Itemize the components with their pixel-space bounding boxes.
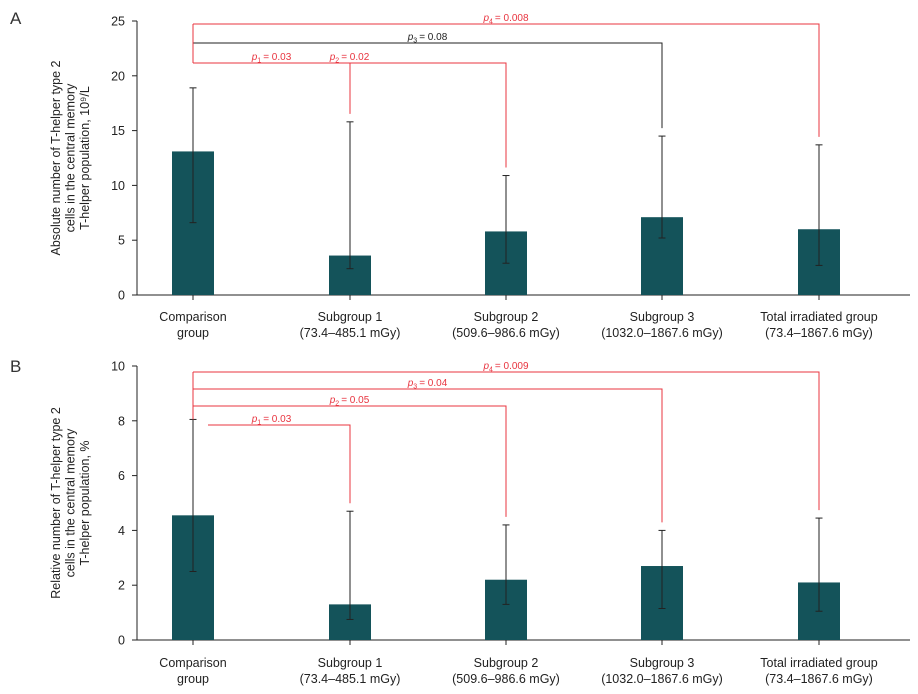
p-symbol: p <box>251 414 258 425</box>
significance-bracket <box>193 371 820 511</box>
category-label-line: Subgroup 2 <box>474 656 539 670</box>
panel-b: B 0 2 4 6 8 10 Relative number of T-helper type… <box>10 357 910 686</box>
p-symbol: p <box>407 32 414 43</box>
p-subscript: 3 <box>413 38 417 45</box>
y-tick-label: 8 <box>118 414 125 428</box>
y-tick-label: 6 <box>118 469 125 483</box>
category-label-line: Total irradiated group <box>760 310 877 324</box>
p-subscript: 2 <box>335 58 339 65</box>
p-value-text: = 0.008 <box>495 13 529 24</box>
y-axis-label: Relative number of T-helper type 2cells … <box>49 407 92 599</box>
p-value-text: = 0.05 <box>341 395 370 406</box>
p-symbol: p <box>329 52 336 63</box>
significance-bracket <box>193 62 351 114</box>
y-tick-label: 4 <box>118 524 125 538</box>
significance-bracket <box>193 23 820 137</box>
category-label: Comparison group <box>159 656 226 686</box>
y-axis-label-line: cells in the central memory <box>64 428 78 577</box>
category-label-line: Subgroup 1 <box>318 310 383 324</box>
category-label: Subgroup 1 (73.4–485.1 mGy) <box>300 656 401 686</box>
category-label-line: Subgroup 1 <box>318 656 383 670</box>
p-subscript: 4 <box>489 19 493 26</box>
p-value-label: p3 = 0.08 <box>407 32 448 45</box>
p-value-label: p3 = 0.04 <box>407 378 448 391</box>
p-symbol: p <box>407 378 414 389</box>
p-value-text: = 0.08 <box>419 32 448 43</box>
category-label-line: (73.4–485.1 mGy) <box>300 672 401 686</box>
p-symbol: p <box>329 395 336 406</box>
panel-letter: A <box>10 9 22 28</box>
category-label-line: Total irradiated group <box>760 656 877 670</box>
p-symbol: p <box>251 52 258 63</box>
y-axis-label-line: T-helper population, 10⁹/L <box>78 86 92 230</box>
y-axis-label-line: cells in the central memory <box>64 83 78 232</box>
category-label: Subgroup 3 (1032.0–1867.6 mGy) <box>601 310 723 340</box>
category-label: Comparison group <box>159 310 226 340</box>
p-value-text: = 0.04 <box>419 378 448 389</box>
p-value-text: = 0.03 <box>263 414 292 425</box>
category-label: Subgroup 3 (1032.0–1867.6 mGy) <box>601 656 723 686</box>
y-tick-label: 2 <box>118 579 125 593</box>
p-symbol: p <box>482 361 489 372</box>
panel-a: A 0 5 10 15 20 25 Absolute number of T-helper t… <box>10 9 910 340</box>
category-label: Subgroup 2 (509.6–986.6 mGy) <box>452 310 560 340</box>
category-label-line: group <box>177 672 209 686</box>
significance-bracket <box>193 388 663 523</box>
p-subscript: 1 <box>257 420 261 427</box>
category-label-line: (1032.0–1867.6 mGy) <box>601 326 723 340</box>
significance-bracket <box>208 424 351 504</box>
category-label-line: (73.4–1867.6 mGy) <box>765 326 873 340</box>
panel-letter: B <box>10 357 21 376</box>
significance-bracket <box>193 62 507 168</box>
p-value-label: p2 = 0.05 <box>329 395 370 408</box>
category-label-line: Subgroup 2 <box>474 310 539 324</box>
category-label-line: (509.6–986.6 mGy) <box>452 672 560 686</box>
p-subscript: 2 <box>335 401 339 408</box>
y-tick-label: 25 <box>111 15 125 29</box>
category-label-line: Subgroup 3 <box>630 656 695 670</box>
p-value-label: p1 = 0.03 <box>251 414 292 427</box>
p-value-label: p4 = 0.009 <box>482 361 529 374</box>
y-tick-label: 0 <box>118 289 125 303</box>
significance-bracket <box>193 42 663 129</box>
y-tick-label: 15 <box>111 124 125 138</box>
p-value-label: p4 = 0.008 <box>482 13 529 26</box>
category-label-line: Comparison <box>159 656 226 670</box>
y-axis-label-line: T-helper population, % <box>78 440 92 565</box>
p-subscript: 1 <box>257 58 261 65</box>
p-subscript: 3 <box>413 384 417 391</box>
y-axis-label-line: Absolute number of T-helper type 2 <box>49 60 63 255</box>
category-label: Total irradiated group (73.4–1867.6 mGy) <box>760 310 877 340</box>
category-label: Subgroup 2 (509.6–986.6 mGy) <box>452 656 560 686</box>
category-label: Total irradiated group (73.4–1867.6 mGy) <box>760 656 877 686</box>
category-label: Subgroup 1 (73.4–485.1 mGy) <box>300 310 401 340</box>
category-label-line: (73.4–1867.6 mGy) <box>765 672 873 686</box>
p-value-text: = 0.02 <box>341 52 370 63</box>
p-value-label: p2 = 0.02 <box>329 52 370 65</box>
y-axis-label-line: Relative number of T-helper type 2 <box>49 407 63 599</box>
y-tick-label: 5 <box>118 234 125 248</box>
y-tick-label: 0 <box>118 634 125 648</box>
p-symbol: p <box>482 13 489 24</box>
category-label-line: (509.6–986.6 mGy) <box>452 326 560 340</box>
p-value-label: p1 = 0.03 <box>251 52 292 65</box>
p-value-text: = 0.009 <box>495 361 529 372</box>
y-tick-label: 20 <box>111 69 125 83</box>
category-label-line: (1032.0–1867.6 mGy) <box>601 672 723 686</box>
y-tick-label: 10 <box>111 360 125 374</box>
y-axis-label: Absolute number of T-helper type 2cells … <box>49 60 92 255</box>
significance-bracket <box>193 405 507 517</box>
category-label-line: Comparison <box>159 310 226 324</box>
p-subscript: 4 <box>489 367 493 374</box>
category-label-line: Subgroup 3 <box>630 310 695 324</box>
y-tick-label: 10 <box>111 179 125 193</box>
p-value-text: = 0.03 <box>263 52 292 63</box>
category-label-line: (73.4–485.1 mGy) <box>300 326 401 340</box>
category-label-line: group <box>177 326 209 340</box>
